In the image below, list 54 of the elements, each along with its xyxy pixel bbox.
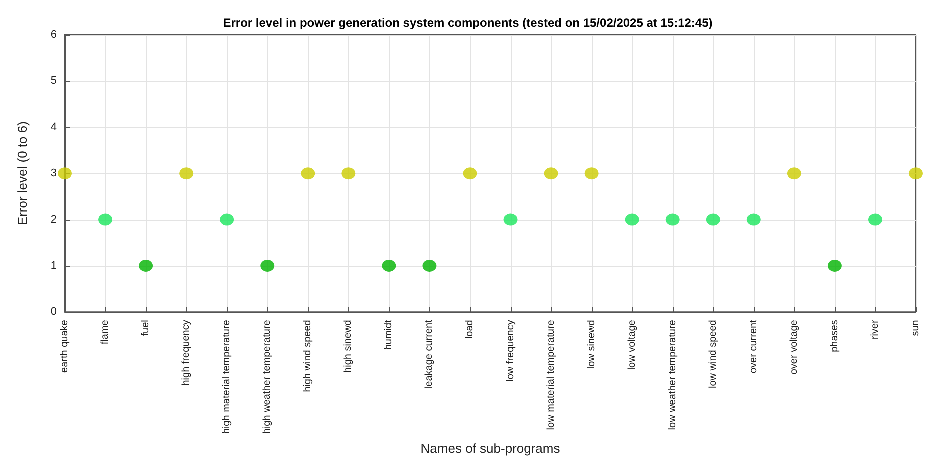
x-tick-label: low wind speed bbox=[708, 320, 719, 389]
x-tick-label: high wind speed bbox=[302, 320, 314, 392]
chart-title: Error level in power generation system components (tested on 15/02/2025 at 15:12:45) bbox=[223, 16, 713, 30]
point bbox=[828, 260, 842, 272]
point bbox=[98, 214, 113, 226]
x-tick-label: high material temperature bbox=[222, 320, 233, 434]
x-tick-label: low weather temperature bbox=[667, 320, 678, 430]
point bbox=[909, 168, 923, 180]
y-tick-label: 3 bbox=[50, 168, 57, 180]
x-tick-label: earth quake bbox=[60, 320, 70, 373]
point bbox=[180, 168, 194, 180]
x-tick-label: humidt bbox=[384, 320, 395, 350]
point bbox=[58, 168, 72, 180]
y-tick-label: 2 bbox=[50, 214, 57, 226]
y-tick-label: 6 bbox=[50, 29, 57, 41]
point bbox=[342, 168, 356, 180]
y-tick-label: 0 bbox=[50, 306, 57, 318]
x-tick-label: leakage current bbox=[424, 320, 436, 390]
x-axis-title: Names of sub-programs bbox=[420, 441, 561, 456]
x-tick-label: low frequency bbox=[505, 320, 516, 382]
point bbox=[746, 214, 761, 226]
x-tick-label: high frequency bbox=[181, 320, 192, 386]
x-tick-label: flame bbox=[100, 320, 112, 345]
x-tick-label: load bbox=[464, 320, 476, 340]
y-tick-label: 5 bbox=[50, 75, 57, 88]
x-tick-label: sun bbox=[910, 320, 922, 336]
point bbox=[666, 214, 680, 226]
point bbox=[584, 168, 599, 180]
x-tick-label: high sinewd bbox=[343, 320, 354, 373]
x-tick-label: low voltage bbox=[626, 320, 638, 370]
x-tick-label: river bbox=[870, 319, 881, 340]
point bbox=[544, 168, 558, 180]
x-tick-label: over current bbox=[748, 320, 760, 374]
y-tick-label: 1 bbox=[50, 260, 57, 272]
point bbox=[787, 168, 802, 180]
point bbox=[220, 214, 234, 226]
x-tick-label: over voltage bbox=[788, 320, 800, 375]
point bbox=[504, 214, 518, 226]
point bbox=[382, 260, 396, 272]
point bbox=[301, 168, 316, 180]
y-tick-label: 4 bbox=[50, 121, 57, 134]
y-axis-title: Error level (0 to 6) bbox=[15, 122, 30, 226]
point bbox=[422, 260, 437, 272]
point bbox=[625, 214, 640, 226]
x-tick-label: high weather temperature bbox=[262, 320, 274, 434]
point bbox=[868, 214, 882, 226]
x-tick-label: low sinewd bbox=[586, 320, 598, 370]
point bbox=[463, 168, 478, 180]
x-tick-label: fuel bbox=[140, 320, 152, 336]
point bbox=[139, 260, 154, 272]
point bbox=[706, 214, 720, 226]
x-tick-label: low material temperature bbox=[546, 320, 557, 430]
x-tick-label: phases bbox=[829, 320, 840, 352]
point bbox=[260, 260, 275, 272]
